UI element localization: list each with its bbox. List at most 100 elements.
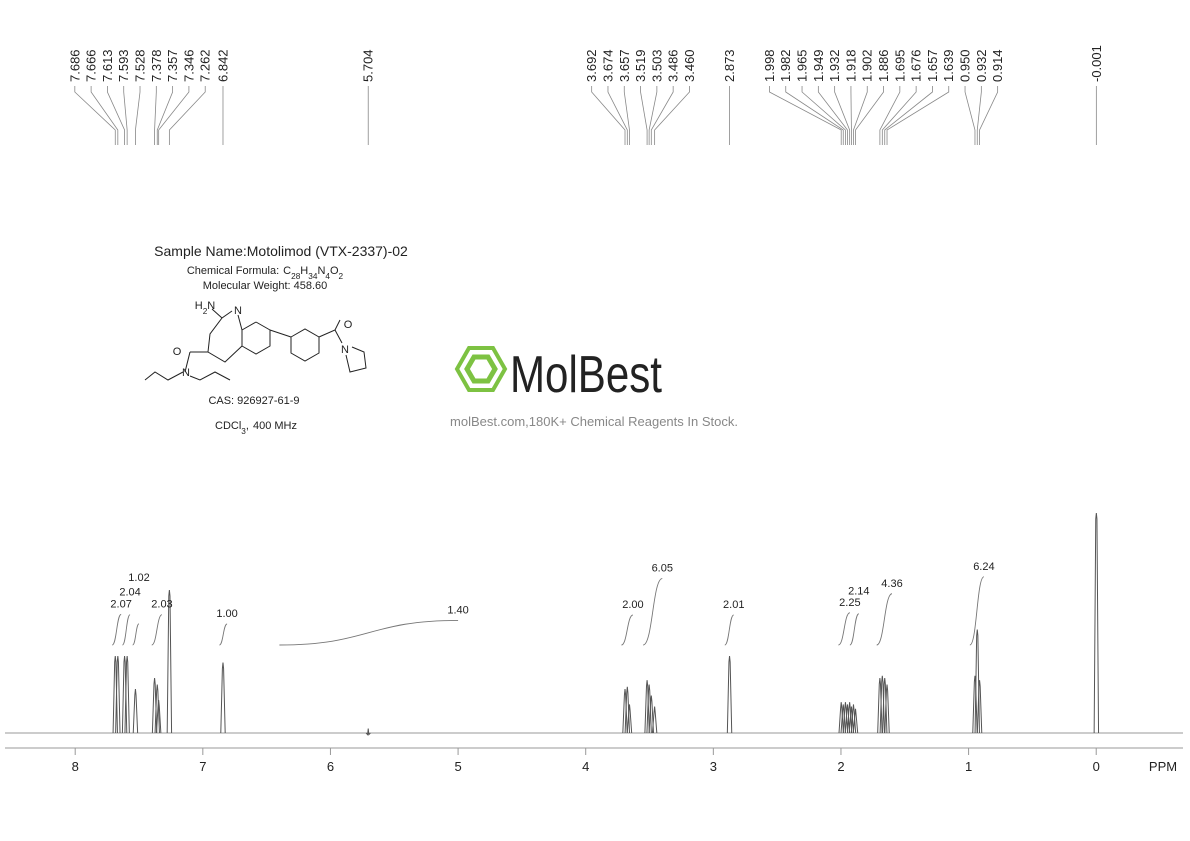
frequency: 400 MHz bbox=[253, 420, 297, 432]
integral-label: 1.40 bbox=[447, 604, 468, 616]
peak-leader bbox=[90, 86, 119, 145]
integral-curve bbox=[151, 614, 163, 646]
solvent: CDCl3, bbox=[215, 420, 249, 436]
solvent-line: CDCl3, 400 MHz bbox=[215, 420, 297, 436]
formula-line: Chemical Formula: C28H34N4O2 bbox=[187, 265, 344, 281]
bond bbox=[269, 329, 292, 338]
peak bbox=[852, 708, 859, 734]
bond bbox=[241, 321, 271, 355]
peak-leader bbox=[654, 86, 690, 145]
integral-curve bbox=[969, 576, 985, 646]
peak-label: 7.613 bbox=[100, 49, 115, 82]
peak bbox=[115, 655, 121, 734]
peak-label: 1.676 bbox=[909, 49, 924, 82]
peak-leader bbox=[769, 86, 842, 145]
peak-label: 7.528 bbox=[133, 49, 148, 82]
logo-hexagon bbox=[464, 354, 498, 384]
peak-label: 1.965 bbox=[795, 49, 810, 82]
peak-leader bbox=[817, 86, 848, 145]
peak-leader bbox=[976, 86, 982, 145]
x-tick-label: 8 bbox=[72, 759, 79, 774]
integral-curve bbox=[279, 619, 459, 646]
integral-curve bbox=[724, 614, 735, 646]
peak-leader bbox=[855, 86, 884, 145]
peak-label: 7.346 bbox=[181, 49, 196, 82]
integral-curve bbox=[876, 593, 893, 646]
x-tick-label: 0 bbox=[1093, 759, 1100, 774]
peak-leader bbox=[964, 86, 976, 145]
formula-label: Chemical Formula: bbox=[187, 265, 279, 277]
peak-leader bbox=[884, 86, 933, 145]
peak bbox=[1093, 512, 1100, 734]
integral-label: 6.24 bbox=[973, 561, 994, 573]
atom-label: N bbox=[234, 305, 242, 317]
peak bbox=[648, 695, 655, 734]
x-tick-label: 4 bbox=[582, 759, 589, 774]
peak bbox=[626, 704, 633, 734]
peak-leader bbox=[834, 86, 851, 145]
peak-label: 3.486 bbox=[666, 49, 681, 82]
peak-label: 7.593 bbox=[116, 49, 131, 82]
integral-label: 2.25 bbox=[839, 597, 860, 609]
bond bbox=[189, 371, 231, 381]
peak-leader bbox=[785, 86, 844, 145]
tagline: molBest.com,180K+ Chemical Reagents In S… bbox=[450, 414, 738, 429]
peak-label: 3.674 bbox=[600, 49, 615, 82]
integral-curve bbox=[121, 614, 131, 646]
molecular-weight: Molecular Weight: 458.60 bbox=[203, 280, 328, 292]
peak-label: 2.873 bbox=[722, 49, 737, 82]
peak-leader bbox=[623, 86, 630, 145]
peak-leader bbox=[158, 86, 190, 145]
x-tick-label: 1 bbox=[965, 759, 972, 774]
peak-label: 3.692 bbox=[584, 49, 599, 82]
peak-label: 3.460 bbox=[682, 49, 697, 82]
integral-curve bbox=[849, 613, 860, 646]
x-tick-label: 3 bbox=[710, 759, 717, 774]
peak bbox=[132, 688, 139, 734]
integral-curve bbox=[132, 623, 140, 646]
integral-curve bbox=[621, 614, 634, 646]
atom-label: O bbox=[344, 319, 353, 331]
peak bbox=[884, 684, 890, 734]
integral-label: 2.04 bbox=[119, 587, 140, 599]
peak-leader bbox=[640, 86, 648, 145]
integral-curve bbox=[838, 612, 851, 646]
x-tick-label: 7 bbox=[199, 759, 206, 774]
peak bbox=[976, 680, 983, 734]
peak bbox=[220, 662, 226, 734]
peak-label: 1.657 bbox=[925, 49, 940, 82]
bond bbox=[184, 351, 191, 373]
bond bbox=[345, 346, 367, 373]
peak bbox=[124, 655, 130, 734]
peak bbox=[365, 728, 371, 736]
peak-leader bbox=[107, 86, 125, 145]
peak-label: 3.519 bbox=[633, 49, 648, 82]
integral-curve bbox=[642, 578, 663, 646]
integral-curve bbox=[219, 623, 228, 646]
peak-leader bbox=[886, 86, 950, 145]
peak-label: 1.932 bbox=[827, 49, 842, 82]
peak bbox=[166, 589, 173, 734]
integral-label: 2.14 bbox=[848, 586, 869, 598]
peak-label: 5.704 bbox=[361, 49, 376, 82]
peak-label: 7.357 bbox=[165, 49, 180, 82]
bond bbox=[290, 328, 320, 362]
integral-label: 2.07 bbox=[110, 598, 131, 610]
peak-leader bbox=[853, 86, 868, 145]
sample-name: Sample Name:Motolimod (VTX-2337)-02 bbox=[154, 243, 408, 259]
peak bbox=[151, 677, 158, 734]
peak-label: 3.657 bbox=[617, 49, 632, 82]
peak-leader bbox=[979, 86, 999, 145]
logo: MolBest bbox=[454, 346, 662, 404]
integral-label: 1.00 bbox=[216, 608, 237, 620]
peak-leader bbox=[156, 86, 174, 145]
peak-label: 1.918 bbox=[843, 49, 858, 82]
integral-label: 2.01 bbox=[723, 599, 744, 611]
peak-leader bbox=[801, 86, 846, 145]
peak-leader bbox=[154, 86, 157, 145]
peak-label: 1.949 bbox=[811, 49, 826, 82]
x-tick-label: 2 bbox=[837, 759, 844, 774]
atom-label: H2N bbox=[195, 300, 216, 316]
peak bbox=[974, 629, 980, 734]
